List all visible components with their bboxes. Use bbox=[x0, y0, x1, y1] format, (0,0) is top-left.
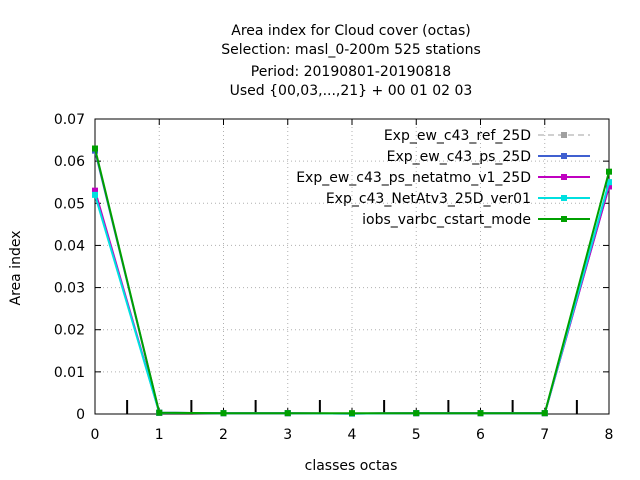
x-tick-label: 3 bbox=[283, 427, 292, 443]
legend: Exp_ew_c43_ref_25D Exp_ew_c43_ps_25D Exp_e… bbox=[296, 128, 590, 228]
title-line-1: Area index for Cloud cover (octas) bbox=[231, 23, 470, 39]
tick-labels: 0 0.01 0.02 0.03 0.04 0.05 0.06 0.07 0 1 2 3 4 5 6 7 8 bbox=[54, 112, 614, 443]
x-tick-label: 8 bbox=[605, 427, 614, 443]
y-tick-label: 0.02 bbox=[54, 323, 85, 339]
title-line-3: Period: 20190801-20190818 bbox=[251, 64, 451, 80]
series-point-5 bbox=[541, 410, 548, 417]
series-line-5 bbox=[94, 148, 610, 415]
chart-title: Area index for Cloud cover (octas) Selec… bbox=[221, 23, 481, 99]
series-point-5 bbox=[156, 409, 163, 416]
legend-marker-4 bbox=[561, 195, 567, 201]
y-tick-label: 0.03 bbox=[54, 281, 85, 297]
series-point-5 bbox=[477, 410, 484, 417]
x-tick-label: 5 bbox=[412, 427, 421, 443]
y-tick-label: 0.01 bbox=[54, 365, 85, 381]
y-tick-label: 0.07 bbox=[54, 112, 85, 128]
title-line-4: Used {00,03,...,21} + 00 01 02 03 bbox=[230, 83, 473, 99]
x-tick-label: 7 bbox=[540, 427, 549, 443]
legend-label-4: Exp_c43_NetAtv3_25D_ver01 bbox=[326, 191, 531, 207]
x-tick-label: 2 bbox=[219, 427, 228, 443]
x-tick-label: 6 bbox=[476, 427, 485, 443]
grid bbox=[95, 119, 609, 414]
x-tick-label: 1 bbox=[155, 427, 164, 443]
series-point-5 bbox=[92, 145, 98, 152]
series-point-5 bbox=[349, 410, 355, 417]
x-tick-label: 4 bbox=[348, 427, 357, 443]
x-tick-label: 0 bbox=[91, 427, 100, 443]
series-point-5 bbox=[284, 410, 291, 417]
series-point-5 bbox=[220, 410, 227, 417]
legend-marker-5 bbox=[561, 216, 567, 222]
series-point-3 bbox=[92, 187, 98, 194]
series-point-5 bbox=[413, 410, 420, 417]
legend-marker-2 bbox=[561, 153, 567, 159]
x-axis-label: classes octas bbox=[305, 458, 398, 474]
series-line-4 bbox=[94, 181, 610, 415]
series-point-4 bbox=[606, 179, 612, 186]
legend-marker-1 bbox=[561, 132, 567, 138]
y-axis-label: Area index bbox=[8, 231, 24, 306]
bar-markers bbox=[126, 400, 578, 414]
y-tick-label: 0.05 bbox=[54, 196, 85, 212]
legend-label-5: iobs_varbc_cstart_mode bbox=[362, 212, 531, 228]
legend-label-1: Exp_ew_c43_ref_25D bbox=[384, 128, 531, 144]
title-line-2: Selection: masl_0-200m 525 stations bbox=[221, 42, 481, 58]
y-tick-label: 0 bbox=[76, 407, 85, 423]
y-tick-label: 0.06 bbox=[54, 154, 85, 170]
y-tick-label: 0.04 bbox=[54, 238, 85, 254]
series-point-3 bbox=[606, 183, 612, 190]
legend-label-3: Exp_ew_c43_ps_netatmo_v1_25D bbox=[296, 170, 531, 186]
series-point-4 bbox=[92, 191, 98, 198]
legend-marker-3 bbox=[561, 174, 567, 180]
legend-label-2: Exp_ew_c43_ps_25D bbox=[387, 149, 531, 165]
series-point-5 bbox=[606, 168, 612, 175]
series-group bbox=[92, 145, 612, 417]
